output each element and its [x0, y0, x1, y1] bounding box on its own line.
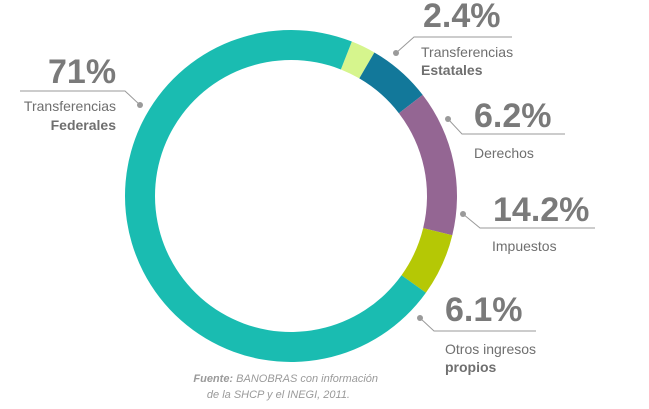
pct-label-estatales: 2.4%: [423, 0, 501, 35]
label-federales-line1: Transferencias: [24, 98, 116, 114]
pct-label-federales: 71%: [48, 53, 116, 91]
label-federales-line2: Federales: [51, 117, 117, 133]
label-impuestos: Impuestos: [492, 238, 557, 254]
pct-label-derechos: 6.2%: [474, 97, 552, 135]
source-note-line2: de la SHCP y el INEGI, 2011.: [207, 389, 350, 401]
slice-derechos: [359, 52, 423, 114]
leader-line-impuestos: [462, 213, 595, 229]
pct-label-otros: 6.1%: [445, 291, 523, 329]
label-estatales-line1: Transferencias: [421, 44, 513, 60]
leader-line-estatales: [395, 36, 512, 54]
slice-otros: [401, 228, 453, 293]
leader-lines: [20, 36, 595, 332]
donut-slices: [125, 29, 457, 362]
slice-estatales: [340, 41, 375, 79]
label-otros-line2: propios: [445, 359, 497, 375]
source-line1-rest: BANOBRAS con información: [233, 373, 378, 385]
label-estatales-line2: Estatales: [421, 62, 483, 78]
source-prefix: Fuente:: [193, 373, 233, 385]
label-derechos: Derechos: [474, 145, 534, 161]
leader-line-otros: [419, 317, 536, 332]
pct-label-impuestos: 14.2%: [493, 191, 589, 229]
leader-line-derechos: [447, 118, 565, 135]
label-otros-line1: Otros ingresos: [445, 341, 536, 357]
leader-line-federales: [20, 90, 141, 106]
source-note-line1: Fuente: BANOBRAS con información: [193, 373, 378, 385]
slice-impuestos: [398, 94, 457, 236]
